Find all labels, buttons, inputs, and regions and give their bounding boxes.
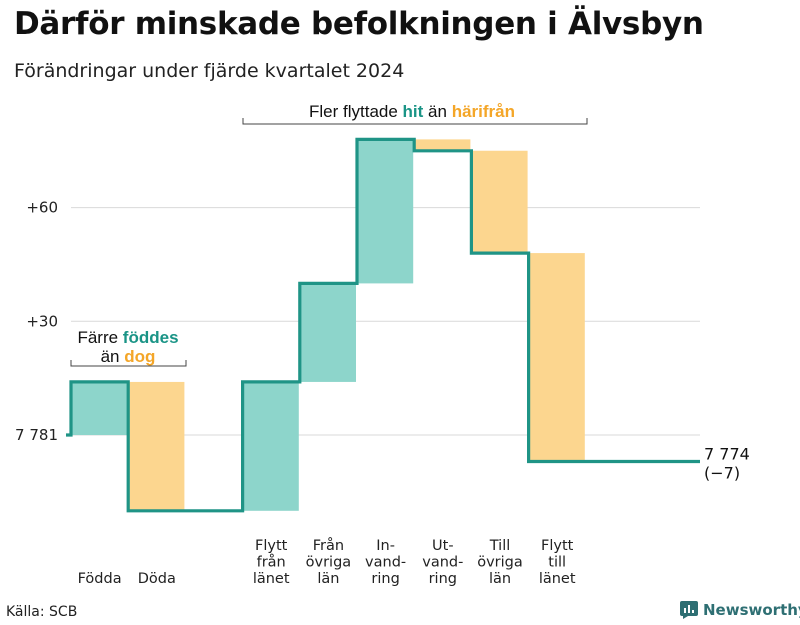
- annotation-left-line2: än dog: [101, 347, 156, 366]
- category-label: Döda: [138, 571, 176, 587]
- category-label: Från övriga län: [306, 537, 352, 587]
- source-note: Källa: SCB: [6, 604, 78, 620]
- category-label: Födda: [78, 571, 122, 587]
- brand-logo: Newsworthy: [680, 601, 800, 619]
- y-tick-label: +30: [26, 312, 58, 330]
- y-tick-label: +60: [26, 199, 58, 217]
- waterfall-line: [66, 137, 700, 513]
- category-label: Ut-vand-ring: [422, 538, 463, 587]
- annotation-left-bracket: [70, 360, 187, 367]
- bar-decrease: [472, 150, 528, 254]
- chart-title: Därför minskade befolkningen i Älvsbyn: [14, 6, 704, 42]
- bar-increase: [300, 283, 356, 382]
- annotation-top-bracket: [242, 118, 588, 125]
- newsworthy-icon: [680, 601, 698, 619]
- end-value-label: 7 774: [704, 445, 750, 464]
- annotation-left-line1: Färre föddes: [77, 328, 178, 347]
- category-label: Flytt till länet: [539, 538, 576, 587]
- start-value-label: 7 781: [15, 426, 58, 444]
- category-label: In-vand-ring: [365, 538, 406, 587]
- brand-name: Newsworthy: [703, 601, 800, 619]
- bar-increase: [358, 139, 414, 284]
- chart-subtitle: Förändringar under fjärde kvartalet 2024: [14, 60, 405, 82]
- bar-increase: [243, 381, 299, 511]
- annotation-top: Fler flyttade hit än härifrån: [309, 102, 515, 121]
- category-label: Till övriga län: [477, 538, 523, 587]
- bar-decrease: [529, 253, 585, 462]
- bar-decrease: [129, 381, 185, 511]
- bar-decrease: [415, 139, 471, 151]
- category-label: Flytt från länet: [253, 538, 290, 587]
- bar-increase: [72, 381, 128, 435]
- end-change-label: (−7): [704, 464, 740, 483]
